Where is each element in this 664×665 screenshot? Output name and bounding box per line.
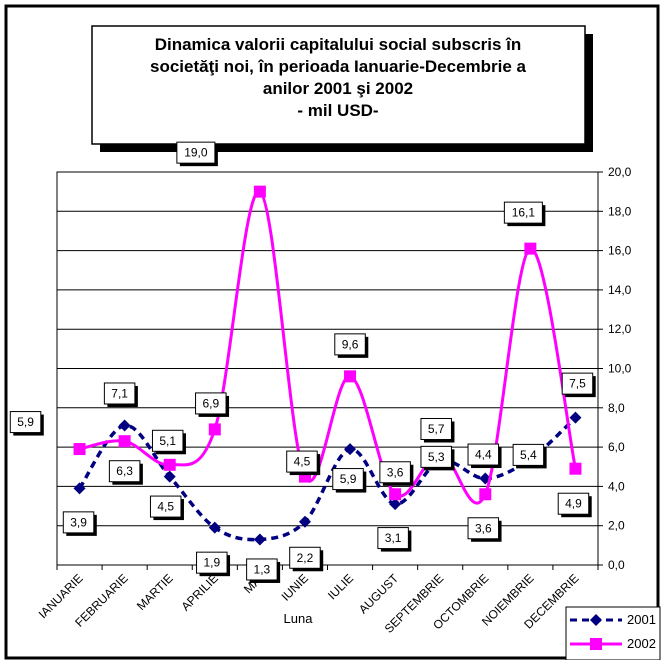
data-label-2002-box [176,141,216,164]
data-point-2002 [569,462,582,475]
title-line: - mil USD- [297,101,378,120]
data-label-2001: 1,9 [203,556,220,570]
title-line: societăţi noi, în perioada Ianuarie-Dece… [150,57,527,76]
data-point-2001 [163,470,176,483]
data-label-2001-box [62,511,95,534]
data-label-2001-box [246,558,278,581]
y-tick-label: 12,0 [608,322,632,336]
y-tick-label: 4,0 [608,479,625,493]
data-point-2002 [163,458,176,471]
data-label-2002-box [9,411,42,434]
data-point-2001 [73,482,86,495]
data-label-2002: 9,6 [342,337,359,351]
y-tick-label: 2,0 [608,519,625,533]
data-label-2002-box [420,417,452,440]
data-label-2001-box [289,546,321,569]
data-point-2002 [524,242,537,255]
x-axis-label: Luna [284,611,314,626]
y-tick-label: 8,0 [608,401,625,415]
data-labels-layer: 3,9 7,1 4,5 1,9 1,3 2,2 5,9 3,1 5,3 4,4 5,4 7,5 5,9 6… [9,141,596,583]
legend-label-2001: 2001 [627,612,656,627]
legend-marker-2001 [590,614,602,626]
data-label-2001: 7,5 [569,377,586,391]
data-label-2001: 1,3 [254,562,271,576]
y-tick-label: 18,0 [608,204,632,218]
data-point-2002 [208,423,221,436]
y-tick-label: 14,0 [608,283,632,297]
data-label-2001-box [420,445,452,468]
data-point-2002 [253,185,266,198]
data-label-2002-box [286,450,318,473]
data-label-2002: 6,3 [116,464,133,478]
data-label-2002-box [195,392,227,415]
data-point-2001 [208,521,221,534]
y-tick-label: 6,0 [608,440,625,454]
data-point-2001 [389,498,402,511]
data-point-2001 [118,419,131,432]
data-label-2002: 5,7 [428,422,445,436]
data-label-2002: 4,5 [294,455,311,469]
data-label-2002: 6,9 [202,396,219,410]
data-label-2001-box [196,551,228,574]
data-label-2001: 2,2 [297,551,314,565]
data-label-2001-box [103,382,136,405]
data-label-2001-box [561,372,594,395]
data-label-2002-box [467,517,500,540]
y-axis: 0,0 2,0 4,0 6,0 8,0 10,0 12,0 14,0 16,0 18,0 20,0 [597,165,632,572]
series-line-2002 [79,190,577,505]
data-label-2002-box [151,429,184,452]
data-point-2002 [344,370,357,383]
legend: 2001 2002 [565,606,661,661]
data-label-2002: 3,6 [387,465,404,479]
data-label-2002: 3,6 [475,521,492,535]
title-box [91,25,586,145]
data-label-2001-box [512,443,545,466]
data-label-2001-box [377,527,409,550]
data-point-2002 [479,488,492,501]
data-label-2002: 5,1 [159,434,176,448]
data-label-2002: 5,9 [17,415,34,429]
data-point-2001 [298,515,311,528]
y-tick-label: 0,0 [608,558,625,572]
data-label-2001: 5,3 [428,450,445,464]
data-label-2002: 4,9 [565,497,582,511]
data-label-2001: 4,5 [157,500,174,514]
data-label-2002-box [557,492,590,515]
data-label-2001-box [149,495,182,518]
data-label-2002-box [108,460,141,483]
plot-area [56,171,599,566]
data-label-2001-box [467,443,500,466]
legend-marker-2002 [590,638,602,650]
data-label-2001: 4,4 [475,448,492,462]
data-label-2002: 16,1 [512,206,536,220]
data-point-2002 [389,488,402,501]
data-label-2001: 5,4 [520,448,537,462]
data-point-2001 [253,533,266,546]
data-label-2002-box [379,461,411,484]
data-label-2002-box [334,333,366,356]
legend-label-2002: 2002 [627,636,656,651]
data-label-2002: 19,0 [184,146,208,160]
y-tick-label: 10,0 [608,362,632,376]
title-line: Dinamica valorii capitalului social subs… [155,35,522,54]
data-label-2001: 5,9 [340,472,357,486]
legend-box [565,606,661,661]
data-point-2002 [73,443,86,456]
chart-title: Dinamica valorii capitalului social subs… [91,25,593,152]
data-label-2001: 3,1 [385,531,402,545]
data-label-2001-box [332,468,364,491]
data-point-2001 [344,443,357,456]
y-tick-label: 20,0 [608,165,632,179]
data-point-2001 [569,411,582,424]
data-label-2002-box [503,201,543,224]
title-line: anilor 2001 şi 2002 [263,79,413,98]
data-label-2001: 3,9 [70,515,87,529]
data-label-2001: 7,1 [111,386,128,400]
y-tick-label: 16,0 [608,244,632,258]
data-point-2002 [118,435,131,448]
